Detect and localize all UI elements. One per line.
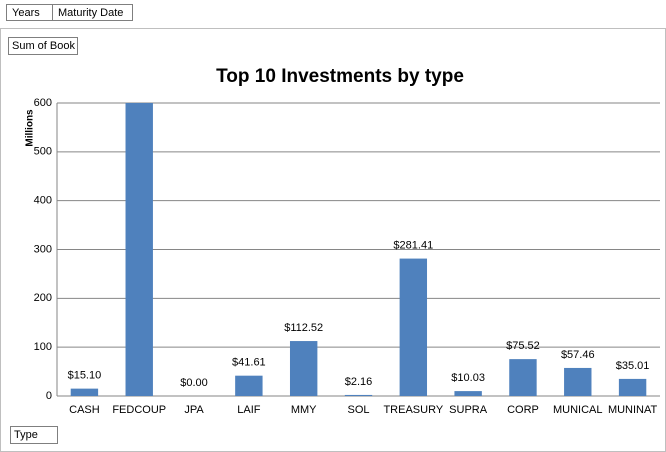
x-tick-label: CASH	[69, 404, 100, 416]
x-tick-label: MMY	[291, 404, 317, 416]
x-tick-label: LAIF	[237, 404, 261, 416]
x-tick-label: JPA	[184, 404, 204, 416]
value-field-button[interactable]	[8, 37, 78, 55]
y-tick-label: 600	[34, 97, 52, 109]
value-label: $57.46	[561, 349, 595, 361]
bar	[235, 375, 263, 396]
filter-button[interactable]	[52, 4, 133, 21]
bar	[399, 258, 428, 396]
bar	[125, 103, 153, 396]
value-label: $75.52	[506, 340, 540, 352]
bar	[564, 367, 592, 396]
x-tick-label: FEDCOUP	[112, 404, 166, 416]
x-tick-label: MUNICAL	[553, 404, 603, 416]
value-label: $281.41	[393, 239, 433, 251]
bar	[454, 391, 482, 396]
value-label: $15.10	[68, 370, 102, 382]
value-field-label[interactable]: Sum of Book	[12, 40, 75, 52]
y-tick-label: 100	[34, 341, 52, 353]
bar	[289, 341, 318, 396]
bar	[618, 378, 647, 396]
x-tick-label: SUPRA	[449, 404, 488, 416]
y-tick-label: 500	[34, 146, 52, 158]
bar	[344, 394, 373, 396]
bar	[509, 359, 537, 396]
y-tick-label: 0	[46, 390, 52, 402]
value-label: $112.52	[284, 322, 323, 334]
x-tick-label: CORP	[507, 404, 539, 416]
x-tick-label: MUNINAT	[608, 404, 658, 416]
value-label: $35.01	[616, 360, 650, 372]
value-label: $0.00	[180, 377, 208, 389]
bar	[70, 388, 99, 396]
y-axis-label: Millions	[25, 109, 36, 147]
y-tick-label: 200	[34, 292, 52, 304]
value-label: $2.16	[345, 376, 373, 388]
axis-field-label[interactable]: Type	[14, 429, 38, 441]
filter-label[interactable]: Years	[12, 7, 40, 19]
value-label: $10.03	[451, 372, 485, 384]
y-tick-label: 300	[34, 243, 52, 255]
y-tick-label: 400	[34, 195, 52, 207]
x-tick-label: SOL	[347, 404, 369, 416]
filter-label[interactable]: Maturity Date	[58, 7, 123, 19]
x-tick-label: TREASURY	[383, 404, 443, 416]
axis-field-button[interactable]	[10, 426, 58, 444]
value-label: $41.61	[232, 357, 266, 369]
chart-title: Top 10 Investments by type	[216, 66, 464, 87]
